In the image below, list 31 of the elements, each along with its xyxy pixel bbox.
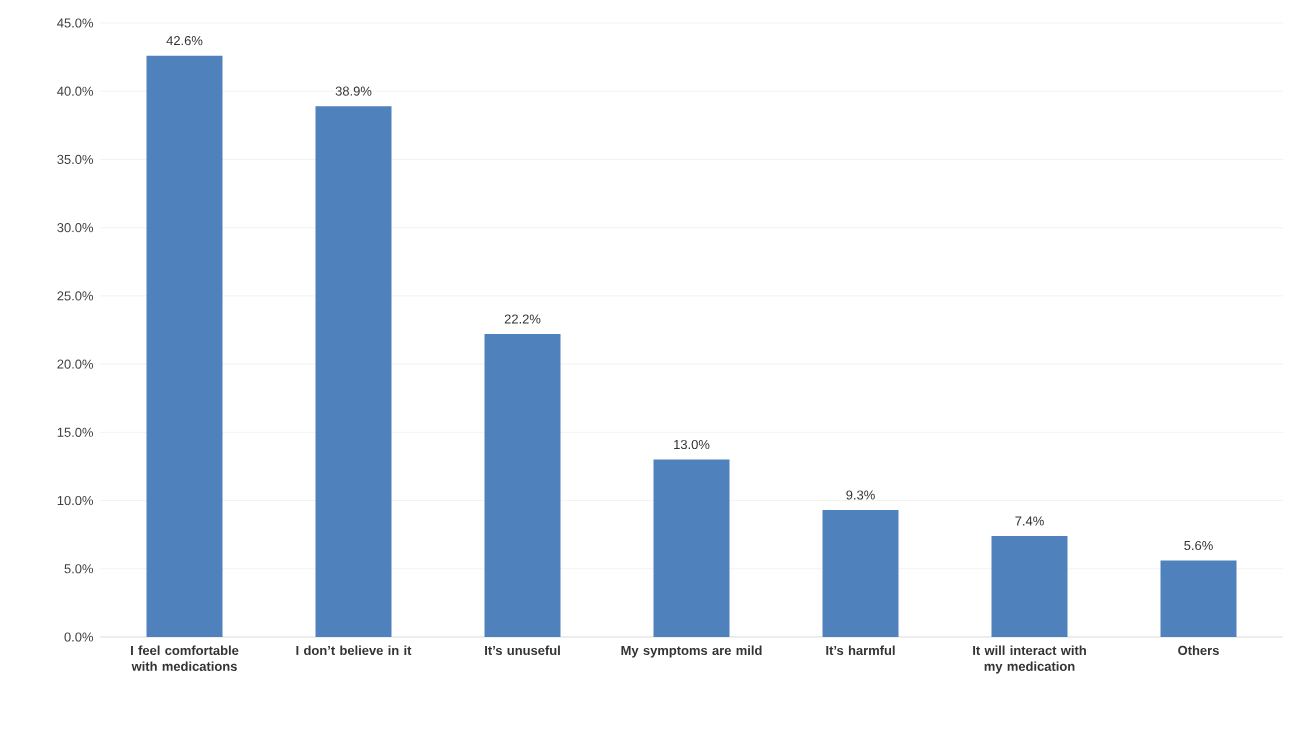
bar [315,106,392,637]
bar [991,536,1068,637]
data-label: 9.3% [846,490,875,500]
y-tick-label: 10.0% [57,495,94,506]
data-label: 22.2% [504,314,541,324]
x-tick-label: It’s unuseful [485,645,560,656]
x-tick-label: I feel comfortable with medications [131,645,239,671]
bar [1160,560,1237,637]
bar [822,510,899,637]
data-label: 13.0% [674,439,710,450]
y-tick-label: 45.0% [57,18,94,28]
data-label: 38.9% [335,86,372,96]
data-label: 42.6% [166,36,203,46]
data-label: 5.6% [1184,540,1213,551]
x-tick-label: It’s harmful [826,645,895,656]
y-tick-label: 40.0% [57,86,94,96]
x-tick-label: I don’t believe in it [296,645,412,656]
y-tick-label: 25.0% [57,291,94,301]
data-label: 7.4% [1015,516,1044,526]
y-tick-label: 0.0% [64,632,94,642]
bar [146,55,223,637]
bar [653,459,730,637]
x-tick-label: It will interact with my medication [973,645,1086,674]
bar [484,334,561,637]
y-tick-label: 15.0% [57,427,94,437]
x-tick-label: Others [1178,645,1219,656]
x-tick-label: My symptoms are mild [621,645,762,658]
y-tick-label: 5.0% [64,564,94,574]
y-tick-label: 20.0% [57,359,94,369]
y-tick-label: 30.0% [57,223,94,233]
y-tick-label: 35.0% [57,154,94,165]
